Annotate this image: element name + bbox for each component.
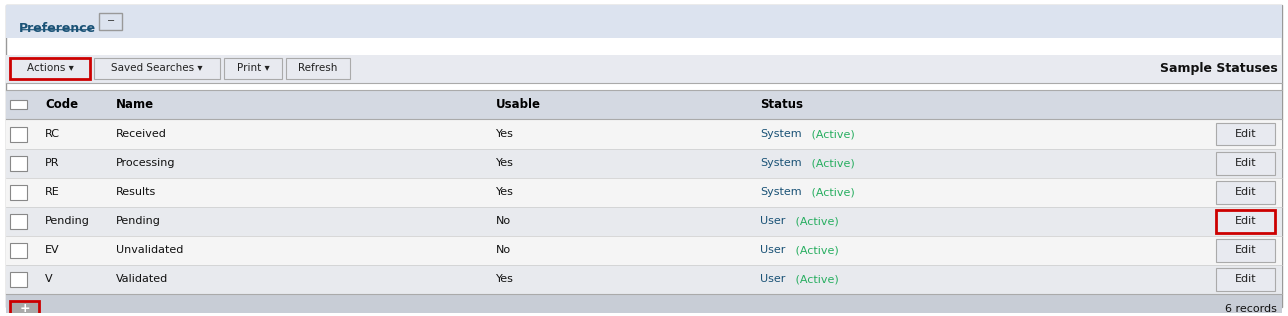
FancyBboxPatch shape <box>1216 181 1275 204</box>
Text: Status: Status <box>760 98 802 111</box>
Bar <box>6 236 1282 265</box>
Text: Pending: Pending <box>45 216 90 226</box>
Bar <box>6 149 1282 178</box>
Bar <box>6 119 1282 149</box>
Text: User: User <box>760 275 786 284</box>
Text: (Active): (Active) <box>808 187 854 197</box>
Text: Edit: Edit <box>1235 187 1256 197</box>
Text: (Active): (Active) <box>808 129 854 139</box>
Text: Code: Code <box>45 98 79 111</box>
Text: PR: PR <box>45 158 59 168</box>
Text: −: − <box>107 16 115 26</box>
Text: (Active): (Active) <box>792 216 838 226</box>
Text: Validated: Validated <box>116 275 169 284</box>
FancyBboxPatch shape <box>286 58 350 79</box>
FancyBboxPatch shape <box>10 272 27 287</box>
Text: Preference: Preference <box>19 22 97 35</box>
Text: (Active): (Active) <box>792 246 838 255</box>
Text: RC: RC <box>45 129 61 139</box>
Text: Yes: Yes <box>496 187 514 197</box>
Text: System: System <box>760 187 801 197</box>
Bar <box>6 294 1282 316</box>
Text: System: System <box>760 129 801 139</box>
Text: User: User <box>760 246 786 255</box>
Text: Usable: Usable <box>496 98 541 111</box>
FancyBboxPatch shape <box>10 126 27 142</box>
Bar <box>6 178 1282 207</box>
FancyBboxPatch shape <box>1216 123 1275 145</box>
FancyBboxPatch shape <box>10 214 27 229</box>
FancyBboxPatch shape <box>1216 239 1275 262</box>
FancyBboxPatch shape <box>10 301 39 316</box>
Text: Yes: Yes <box>496 275 514 284</box>
FancyBboxPatch shape <box>1216 152 1275 174</box>
Text: EV: EV <box>45 246 59 255</box>
Text: Print ▾: Print ▾ <box>237 64 269 74</box>
Text: +: + <box>19 302 30 315</box>
Text: 6 records: 6 records <box>1225 304 1276 313</box>
Text: No: No <box>496 246 511 255</box>
FancyBboxPatch shape <box>6 5 1282 307</box>
Text: Pending: Pending <box>116 216 161 226</box>
Text: Edit: Edit <box>1235 216 1256 226</box>
Text: Processing: Processing <box>116 158 175 168</box>
Text: Actions ▾: Actions ▾ <box>27 64 73 74</box>
FancyBboxPatch shape <box>94 58 220 79</box>
Text: Edit: Edit <box>1235 129 1256 139</box>
Text: Yes: Yes <box>496 129 514 139</box>
Text: V: V <box>45 275 53 284</box>
FancyBboxPatch shape <box>10 58 90 79</box>
Bar <box>6 90 1282 119</box>
Text: Received: Received <box>116 129 166 139</box>
FancyBboxPatch shape <box>1216 210 1275 233</box>
FancyBboxPatch shape <box>10 100 27 109</box>
FancyBboxPatch shape <box>1216 268 1275 291</box>
Text: RE: RE <box>45 187 59 197</box>
FancyBboxPatch shape <box>10 155 27 171</box>
FancyBboxPatch shape <box>224 58 282 79</box>
Text: User: User <box>760 216 786 226</box>
Text: Edit: Edit <box>1235 246 1256 255</box>
Bar <box>6 55 1282 83</box>
Text: Edit: Edit <box>1235 158 1256 168</box>
Text: Yes: Yes <box>496 158 514 168</box>
Text: Edit: Edit <box>1235 275 1256 284</box>
Text: Sample Statuses: Sample Statuses <box>1160 62 1278 75</box>
Text: No: No <box>496 216 511 226</box>
Text: Name: Name <box>116 98 155 111</box>
Text: Unvalidated: Unvalidated <box>116 246 183 255</box>
FancyBboxPatch shape <box>10 185 27 200</box>
Text: Refresh: Refresh <box>299 64 337 74</box>
Text: (Active): (Active) <box>792 275 838 284</box>
Text: (Active): (Active) <box>808 158 854 168</box>
Text: System: System <box>760 158 801 168</box>
Text: Saved Searches ▾: Saved Searches ▾ <box>111 64 204 74</box>
Bar <box>6 207 1282 236</box>
FancyBboxPatch shape <box>99 13 122 30</box>
Bar <box>6 5 1282 38</box>
Text: Results: Results <box>116 187 156 197</box>
Bar <box>6 265 1282 294</box>
FancyBboxPatch shape <box>10 243 27 258</box>
